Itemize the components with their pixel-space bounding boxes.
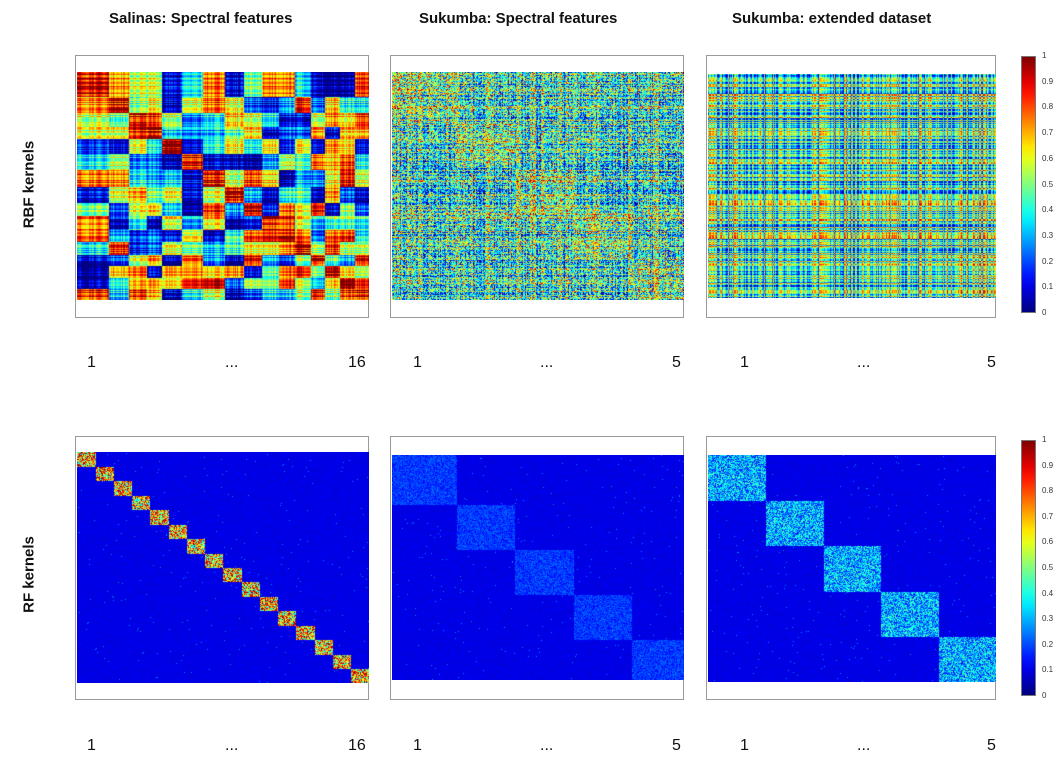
colorbar-tick-label: 0.4 [1042,205,1054,215]
colorbar-bottom [1021,440,1036,696]
tick-first-rbf-sukumba-extended: 1 [740,354,749,371]
colorbar-tick-label: 0.6 [1042,537,1054,547]
tick-middle-rf-sukumba-spectral: ... [540,737,554,754]
tick-last-rf-salinas: 16 [348,737,366,754]
colorbar-top [1021,56,1036,313]
heatmap-panel-rf-sukumba-spectral [390,436,684,700]
tick-last-rbf-sukumba-spectral: 5 [672,354,681,371]
heatmap-panel-rbf-sukumba-spectral [390,55,684,318]
heatmap-rf-salinas [77,452,369,683]
colorbar-tick-label: 1 [1042,435,1047,444]
tick-first-rf-sukumba-extended: 1 [740,737,749,754]
colorbar-tick-label: 0.2 [1042,256,1054,266]
colorbar-tick-label: 1 [1042,51,1047,60]
colorbar-tick-label: 0.6 [1042,153,1054,163]
tick-middle-rf-salinas: ... [225,737,239,754]
tick-first-rf-salinas: 1 [87,737,96,754]
colorbar-tick-label: 0.3 [1042,230,1054,240]
colorbar-tick-label: 0.3 [1042,614,1054,624]
heatmap-rf-sukumba-spectral [392,455,684,680]
heatmap-rbf-sukumba-extended [708,74,996,298]
colorbar-tick-label: 0 [1042,308,1047,317]
tick-last-rbf-sukumba-extended: 5 [987,354,996,371]
column-title-sukumba-spectral: Sukumba: Spectral features [419,10,618,27]
colorbar-tick-label: 0.2 [1042,639,1054,649]
colorbar-tick-label: 0.7 [1042,128,1054,138]
row-label-rbf: RBF kernels [20,140,38,229]
tick-first-rbf-salinas: 1 [87,354,96,371]
tick-middle-rbf-sukumba-spectral: ... [540,354,554,371]
tick-first-rbf-sukumba-spectral: 1 [413,354,422,371]
tick-last-rf-sukumba-spectral: 5 [672,737,681,754]
heatmap-panel-rf-sukumba-extended [706,436,996,700]
tick-first-rf-sukumba-spectral: 1 [413,737,422,754]
column-title-salinas: Salinas: Spectral features [109,10,293,27]
colorbar-tick-label: 0.9 [1042,460,1054,470]
heatmap-panel-rf-salinas [75,436,369,700]
colorbar-tick-label: 0.8 [1042,486,1054,496]
heatmap-rf-sukumba-extended [708,455,996,682]
colorbar-tick-label: 0.5 [1042,563,1054,572]
heatmap-panel-rbf-salinas [75,55,369,318]
colorbar-tick-label: 0 [1042,691,1047,700]
column-title-sukumba-extended: Sukumba: extended dataset [732,10,932,27]
colorbar-tick-label: 0.1 [1042,282,1054,292]
heatmap-rbf-salinas [77,72,369,300]
row-label-rf: RF kernels [20,536,38,613]
tick-middle-rbf-sukumba-extended: ... [857,354,871,371]
colorbar-tick-label: 0.7 [1042,511,1054,521]
colorbar-tick-label: 0.1 [1042,665,1054,675]
colorbar-tick-label: 0.8 [1042,102,1054,112]
colorbar-tick-label: 0.4 [1042,588,1054,598]
heatmap-rbf-sukumba-spectral [392,72,684,300]
tick-last-rf-sukumba-extended: 5 [987,737,996,754]
tick-last-rbf-salinas: 16 [348,354,366,371]
tick-middle-rbf-salinas: ... [225,354,239,371]
heatmap-panel-rbf-sukumba-extended [706,55,996,318]
colorbar-tick-label: 0.9 [1042,76,1054,86]
tick-middle-rf-sukumba-extended: ... [857,737,871,754]
colorbar-tick-label: 0.5 [1042,179,1054,189]
